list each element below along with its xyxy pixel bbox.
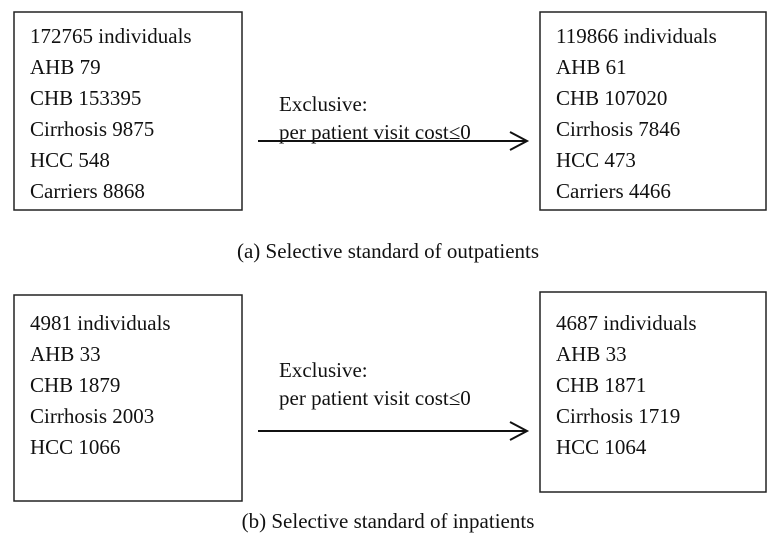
label: 172765 individuals xyxy=(30,24,192,48)
box xyxy=(539,11,767,211)
label: (a) Selective standard of outpatients xyxy=(237,239,539,263)
label: per patient visit cost≤0 xyxy=(279,386,471,410)
label: AHB 79 xyxy=(30,55,101,79)
label: 119866 individuals xyxy=(556,24,717,48)
label: AHB 33 xyxy=(30,342,101,366)
label: 4981 individuals xyxy=(30,311,171,335)
label: HCC 473 xyxy=(556,148,636,172)
label: AHB 33 xyxy=(556,342,627,366)
label: (b) Selective standard of inpatients xyxy=(242,509,535,533)
label: Cirrhosis 1719 xyxy=(556,404,680,428)
label: Cirrhosis 9875 xyxy=(30,117,154,141)
label: CHB 153395 xyxy=(30,86,141,110)
label: per patient visit cost≤0 xyxy=(279,120,471,144)
label: Cirrhosis 2003 xyxy=(30,404,154,428)
label: CHB 1871 xyxy=(556,373,646,397)
label: 4687 individuals xyxy=(556,311,697,335)
label: Exclusive: xyxy=(279,358,368,382)
label: Carriers 8868 xyxy=(30,179,145,203)
label: Cirrhosis 7846 xyxy=(556,117,680,141)
label: AHB 61 xyxy=(556,55,627,79)
label: HCC 1064 xyxy=(556,435,647,459)
label: Exclusive: xyxy=(279,92,368,116)
box xyxy=(13,294,243,502)
box xyxy=(13,11,243,211)
label: HCC 1066 xyxy=(30,435,120,459)
label: CHB 107020 xyxy=(556,86,667,110)
label: Carriers 4466 xyxy=(556,179,671,203)
label: HCC 548 xyxy=(30,148,110,172)
arrow xyxy=(258,131,530,441)
label: CHB 1879 xyxy=(30,373,120,397)
box xyxy=(539,291,767,493)
